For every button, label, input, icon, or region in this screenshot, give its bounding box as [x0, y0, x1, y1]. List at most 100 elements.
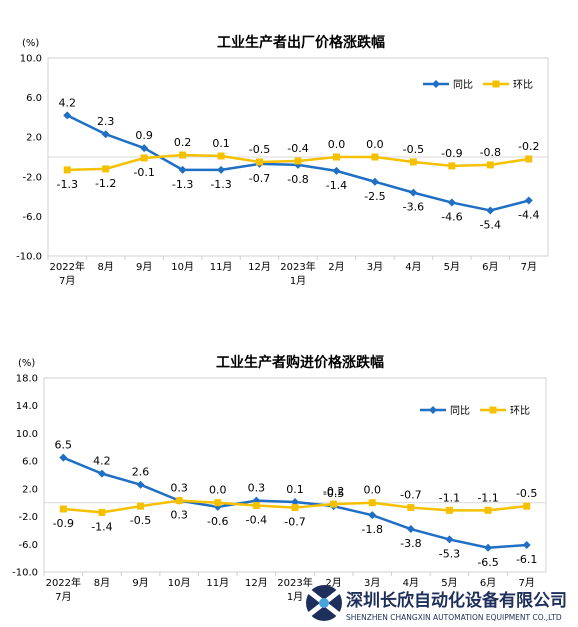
data-label: -1.2 [95, 177, 116, 190]
data-point [406, 525, 415, 534]
data-point [291, 504, 299, 512]
x-tick-label: 4月 [403, 577, 419, 589]
y-tick-label: -2.0 [18, 512, 38, 523]
data-label: 4.2 [58, 96, 76, 109]
plot-frame [43, 377, 547, 573]
data-point [179, 151, 187, 159]
y-unit-label: (%) [18, 358, 35, 369]
y-unit-label: (%) [22, 38, 39, 49]
data-label: 0.1 [286, 483, 304, 496]
x-tick-label: 8月 [98, 261, 114, 273]
data-point [97, 469, 106, 478]
x-tick-label: 7月 [55, 591, 71, 603]
chart-title: 工业生产者出厂价格涨跌幅 [217, 34, 385, 51]
data-label: 0.9 [135, 129, 153, 142]
data-label: -0.5 [323, 487, 344, 500]
x-tick-label: 9月 [136, 261, 152, 273]
data-point [448, 162, 456, 170]
data-label: -2.5 [364, 190, 385, 203]
x-tick-label: 12月 [248, 261, 271, 273]
legend-marker [489, 406, 497, 414]
chart-title: 工业生产者购进价格涨跌幅 [216, 354, 384, 371]
data-label: -0.5 [516, 487, 537, 500]
data-point [445, 506, 453, 514]
y-tick-label: 6.0 [26, 93, 42, 104]
data-point [486, 206, 495, 215]
data-point [217, 152, 225, 160]
legend-label: 同比 [450, 405, 470, 417]
data-point [214, 499, 222, 507]
x-tick-label: 2022年 [46, 576, 81, 589]
data-point [522, 540, 531, 549]
data-point [371, 153, 379, 161]
legend-marker [432, 80, 440, 88]
data-point [59, 505, 67, 513]
data-point [523, 502, 531, 510]
data-label: 0.3 [170, 482, 188, 495]
data-point [102, 165, 110, 173]
y-tick-label: -10.0 [16, 252, 42, 263]
data-point [409, 158, 417, 166]
data-label: 0.2 [174, 136, 192, 149]
chart-purchase-price: 工业生产者购进价格涨跌幅 (%) 18.0 14.0 10.0 6.0 2.0 -2.0 -6.… [12, 354, 547, 603]
x-tick-label: 5月 [444, 261, 460, 273]
x-tick-label: 2023年 [277, 576, 312, 589]
x-tick-label: 7月 [59, 275, 75, 287]
y-tick-label: 14.0 [16, 401, 38, 412]
data-label: 0.1 [212, 137, 230, 150]
x-tick-label: 10月 [168, 577, 191, 589]
legend-label: 同比 [453, 79, 473, 91]
data-label: -0.1 [133, 166, 154, 179]
data-point [291, 498, 299, 507]
data-label: -0.2 [518, 140, 539, 153]
x-tick-label: 6月 [482, 261, 498, 273]
data-point [63, 166, 71, 174]
data-label: -0.7 [249, 172, 270, 185]
x-tick-label: 2022年 [50, 260, 85, 273]
data-point [368, 499, 376, 507]
data-point [140, 154, 148, 162]
x-tick-label: 6月 [480, 577, 496, 589]
data-point [59, 453, 68, 462]
data-label: -0.4 [287, 142, 308, 155]
data-point [486, 161, 494, 169]
data-point [294, 157, 302, 165]
data-label: -0.4 [246, 513, 267, 526]
y-tick-label: -6.0 [18, 540, 38, 551]
data-label: -6.5 [477, 556, 498, 569]
data-label: -0.8 [480, 146, 501, 159]
data-label: -5.4 [480, 218, 501, 231]
x-tick-label: 8月 [94, 577, 110, 589]
x-tick-label: 3月 [364, 577, 380, 589]
data-label: -1.3 [56, 178, 77, 191]
data-label: -0.2 [323, 485, 344, 498]
x-tick-label: 2月 [328, 261, 344, 273]
data-label: -0.8 [287, 173, 308, 186]
data-point [137, 502, 145, 510]
data-label: -4.4 [518, 209, 539, 222]
data-label: 0.0 [366, 138, 384, 151]
x-tick-label: 4月 [405, 261, 421, 273]
x-tick-label: 9月 [132, 577, 148, 589]
data-label: 4.2 [93, 455, 111, 468]
data-point [445, 535, 454, 544]
data-label: -1.4 [91, 520, 112, 533]
data-label: 0.3 [170, 509, 188, 522]
y-tick-label: 18.0 [16, 374, 38, 385]
data-point [447, 198, 456, 207]
data-label: 0.0 [209, 484, 227, 497]
x-tick-label: 7月 [521, 261, 537, 273]
y-tick-label: -10.0 [12, 568, 38, 579]
data-point [407, 504, 415, 512]
data-label: -1.4 [326, 179, 347, 192]
chart-factory-price: 工业生产者出厂价格涨跌幅 (%) 10.0 6.0 2.0 -2.0 -6.0 -10.0 20… [16, 34, 549, 287]
legend-marker [492, 80, 500, 88]
data-label: -0.5 [249, 143, 270, 156]
data-label: -1.3 [172, 178, 193, 191]
legend-label: 环比 [510, 405, 530, 417]
data-point [101, 130, 110, 139]
data-point [256, 158, 264, 166]
data-label: -1.3 [210, 178, 231, 191]
legend-label: 环比 [513, 79, 533, 91]
data-point [484, 506, 492, 514]
